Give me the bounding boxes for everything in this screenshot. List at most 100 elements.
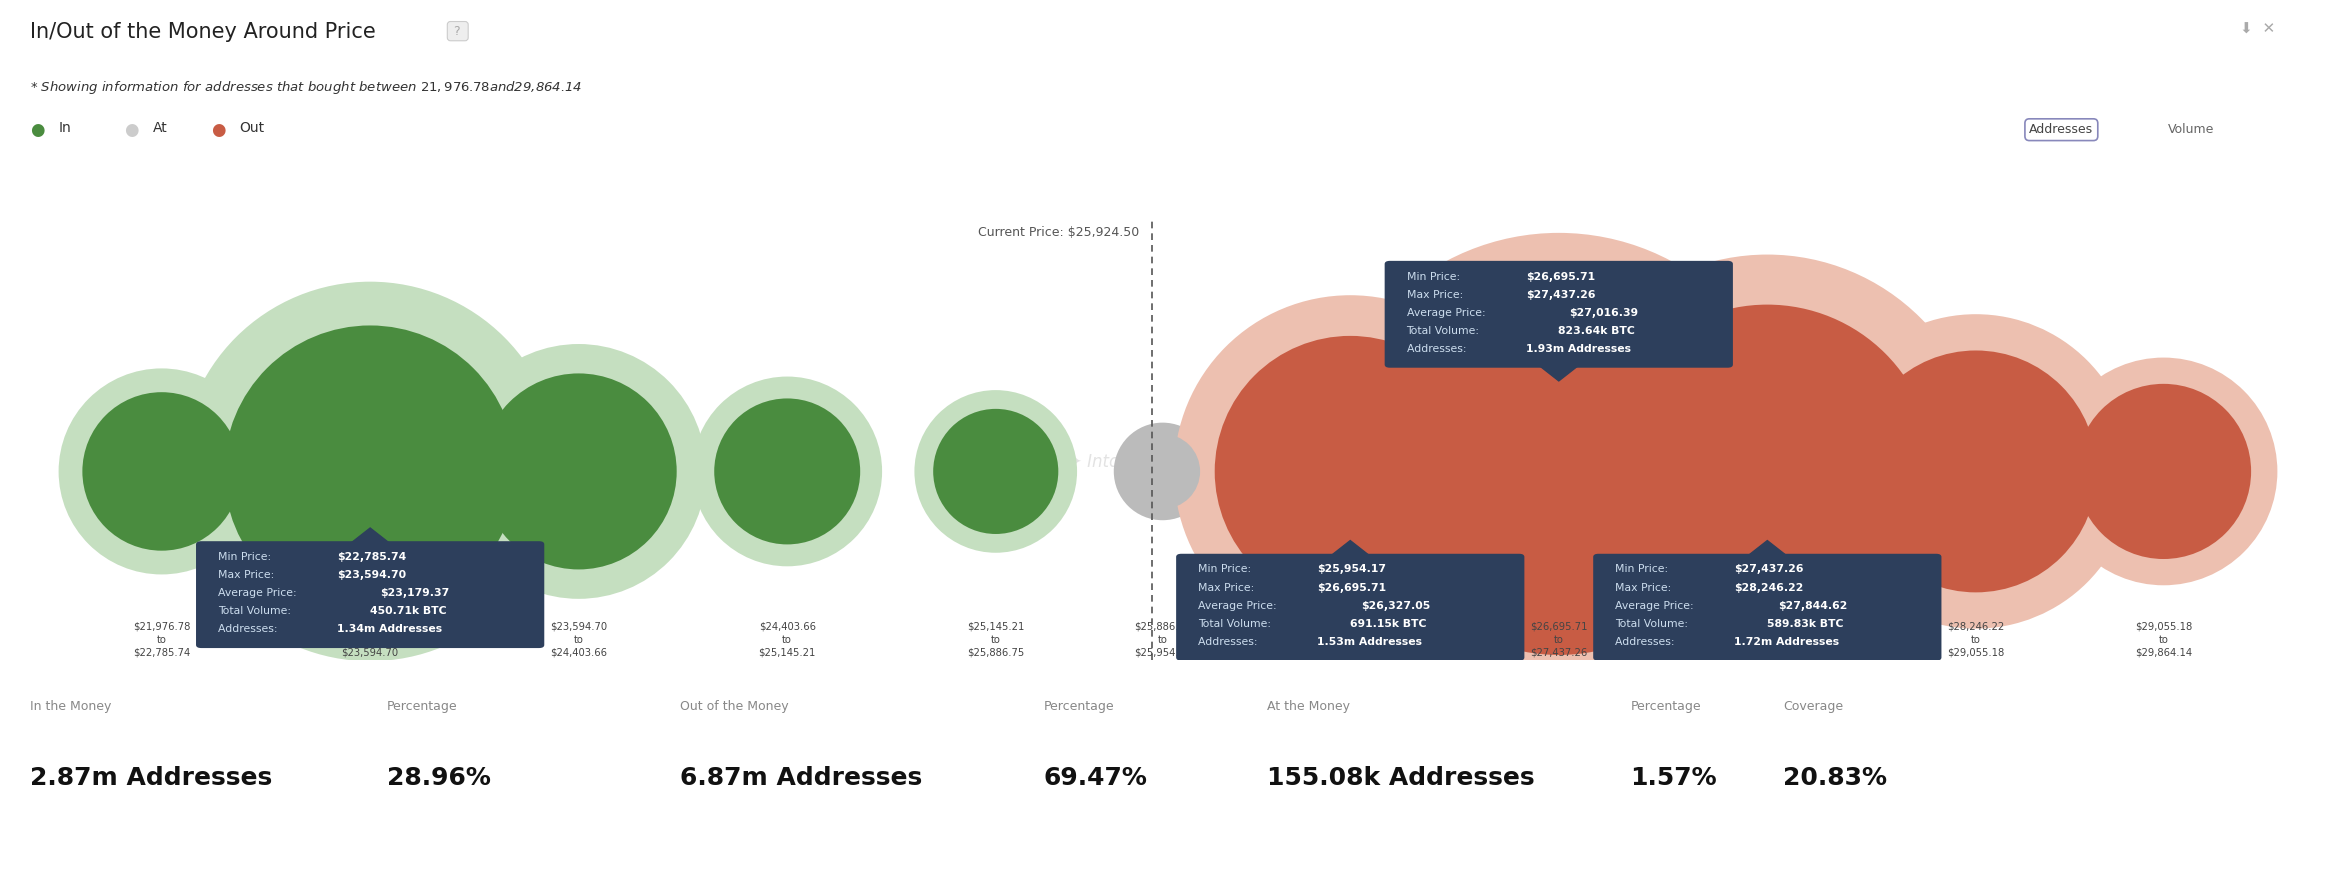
Polygon shape [1745, 540, 1788, 557]
Ellipse shape [59, 369, 265, 575]
Ellipse shape [1600, 304, 1933, 638]
Text: Out of the Money: Out of the Money [680, 700, 788, 713]
FancyBboxPatch shape [1175, 554, 1525, 661]
Text: Percentage: Percentage [1630, 700, 1701, 713]
Text: In/Out of the Money Around Price: In/Out of the Money Around Price [30, 22, 375, 42]
Text: Addresses:: Addresses: [1199, 637, 1262, 647]
Text: * Showing information for addresses that bought between $21,976.78 and $29,864.1: * Showing information for addresses that… [30, 79, 582, 96]
Text: Total Volume:: Total Volume: [218, 606, 293, 616]
Text: $26,695.71: $26,695.71 [1525, 272, 1595, 282]
Text: $26,327.05: $26,327.05 [1361, 601, 1431, 611]
Text: $27,844.62: $27,844.62 [1778, 601, 1846, 611]
Text: Min Price:: Min Price: [1614, 564, 1673, 575]
Text: $25,886.75
to
$25,954.17: $25,886.75 to $25,954.17 [1133, 622, 1192, 657]
Text: Total Volume:: Total Volume: [1408, 326, 1483, 336]
Ellipse shape [1818, 314, 2133, 628]
Text: 2.87m Addresses: 2.87m Addresses [30, 766, 272, 789]
Text: 1.34m Addresses: 1.34m Addresses [338, 624, 443, 634]
Text: Min Price:: Min Price: [1199, 564, 1255, 575]
Text: ?: ? [450, 25, 465, 38]
Text: $23,594.70
to
$24,403.66: $23,594.70 to $24,403.66 [549, 622, 608, 657]
Ellipse shape [2076, 384, 2252, 559]
Ellipse shape [1321, 233, 1797, 710]
Ellipse shape [2050, 357, 2278, 585]
Text: $28,246.22: $28,246.22 [1734, 583, 1804, 592]
Text: $24,403.66
to
$25,145.21: $24,403.66 to $25,145.21 [758, 622, 816, 657]
Text: $26,695.71: $26,695.71 [1318, 583, 1386, 592]
Text: 450.71k BTC: 450.71k BTC [371, 606, 446, 616]
Ellipse shape [225, 326, 516, 618]
Ellipse shape [1215, 336, 1485, 607]
Ellipse shape [82, 392, 242, 551]
Text: Average Price:: Average Price: [1614, 601, 1696, 611]
Text: Average Price:: Average Price: [1199, 601, 1281, 611]
Text: $22,785.74
to
$23,594.70: $22,785.74 to $23,594.70 [343, 622, 399, 657]
Ellipse shape [481, 373, 676, 569]
Text: 823.64k BTC: 823.64k BTC [1558, 326, 1635, 336]
Text: Addresses:: Addresses: [1614, 637, 1677, 647]
Ellipse shape [1173, 295, 1527, 648]
Text: $27,437.26: $27,437.26 [1525, 290, 1595, 300]
Text: Min Price:: Min Price: [218, 552, 274, 562]
Text: 589.83k BTC: 589.83k BTC [1767, 619, 1844, 629]
Text: Addresses:: Addresses: [1408, 344, 1469, 354]
Text: $25,145.21
to
$25,886.75: $25,145.21 to $25,886.75 [967, 622, 1025, 657]
Text: ●: ● [30, 121, 45, 139]
Ellipse shape [1856, 350, 2097, 592]
Text: $25,954.17
to
$26,695.71: $25,954.17 to $26,695.71 [1321, 622, 1379, 657]
Text: 1.57%: 1.57% [1630, 766, 1717, 789]
Text: In the Money: In the Money [30, 700, 113, 713]
Text: 20.83%: 20.83% [1783, 766, 1886, 789]
Polygon shape [1330, 540, 1370, 557]
FancyBboxPatch shape [197, 541, 544, 648]
Text: $21,976.78
to
$22,785.74: $21,976.78 to $22,785.74 [134, 622, 190, 657]
Ellipse shape [692, 377, 882, 567]
Text: $23,179.37: $23,179.37 [380, 588, 450, 598]
Text: $27,437.26: $27,437.26 [1734, 564, 1804, 575]
Text: $25,954.17: $25,954.17 [1318, 564, 1386, 575]
Text: ✦ IntoTheBlock: ✦ IntoTheBlock [1067, 452, 1194, 471]
Text: 1.53m Addresses: 1.53m Addresses [1318, 637, 1422, 647]
Text: 155.08k Addresses: 155.08k Addresses [1267, 766, 1534, 789]
Text: $28,246.22
to
$29,055.18: $28,246.22 to $29,055.18 [1947, 622, 2003, 657]
Text: ●: ● [211, 121, 225, 139]
Ellipse shape [1114, 422, 1211, 520]
Text: Average Price:: Average Price: [218, 588, 300, 598]
Text: Max Price:: Max Price: [1614, 583, 1675, 592]
Text: 1.72m Addresses: 1.72m Addresses [1734, 637, 1839, 647]
Text: ●: ● [124, 121, 138, 139]
Text: Out: Out [239, 121, 265, 136]
Ellipse shape [1375, 288, 1743, 655]
Text: $27,016.39: $27,016.39 [1569, 308, 1638, 318]
Text: Current Price: $25,924.50: Current Price: $25,924.50 [978, 226, 1140, 239]
Text: $22,785.74: $22,785.74 [338, 552, 406, 562]
Text: At the Money: At the Money [1267, 700, 1349, 713]
Text: Percentage: Percentage [387, 700, 457, 713]
Text: Coverage: Coverage [1783, 700, 1844, 713]
Text: Addresses: Addresses [2029, 123, 2093, 136]
Text: 691.15k BTC: 691.15k BTC [1349, 619, 1426, 629]
Polygon shape [1539, 364, 1579, 381]
Polygon shape [350, 528, 392, 545]
Text: Average Price:: Average Price: [1408, 308, 1490, 318]
Text: Max Price:: Max Price: [218, 570, 277, 580]
Ellipse shape [181, 282, 561, 661]
Text: Min Price:: Min Price: [1408, 272, 1464, 282]
Text: 28.96%: 28.96% [387, 766, 490, 789]
Ellipse shape [934, 409, 1058, 534]
Text: 6.87m Addresses: 6.87m Addresses [680, 766, 922, 789]
Text: In: In [59, 121, 70, 136]
Text: $23,594.70: $23,594.70 [338, 570, 406, 580]
FancyBboxPatch shape [1593, 554, 1942, 661]
Text: Max Price:: Max Price: [1199, 583, 1257, 592]
Text: $27,437.26
to
$28,246.22: $27,437.26 to $28,246.22 [1738, 622, 1797, 657]
FancyBboxPatch shape [1384, 260, 1734, 368]
Ellipse shape [713, 399, 861, 545]
Ellipse shape [1126, 434, 1201, 509]
Ellipse shape [1551, 254, 1985, 688]
Text: $26,695.71
to
$27,437.26: $26,695.71 to $27,437.26 [1530, 622, 1588, 657]
Ellipse shape [915, 390, 1077, 553]
Text: ⬇  ✕: ⬇ ✕ [2240, 22, 2276, 37]
Text: Addresses:: Addresses: [218, 624, 282, 634]
Text: Percentage: Percentage [1044, 700, 1114, 713]
